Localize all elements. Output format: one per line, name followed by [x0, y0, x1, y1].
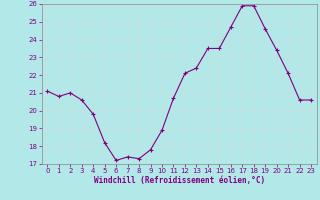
X-axis label: Windchill (Refroidissement éolien,°C): Windchill (Refroidissement éolien,°C)	[94, 176, 265, 185]
